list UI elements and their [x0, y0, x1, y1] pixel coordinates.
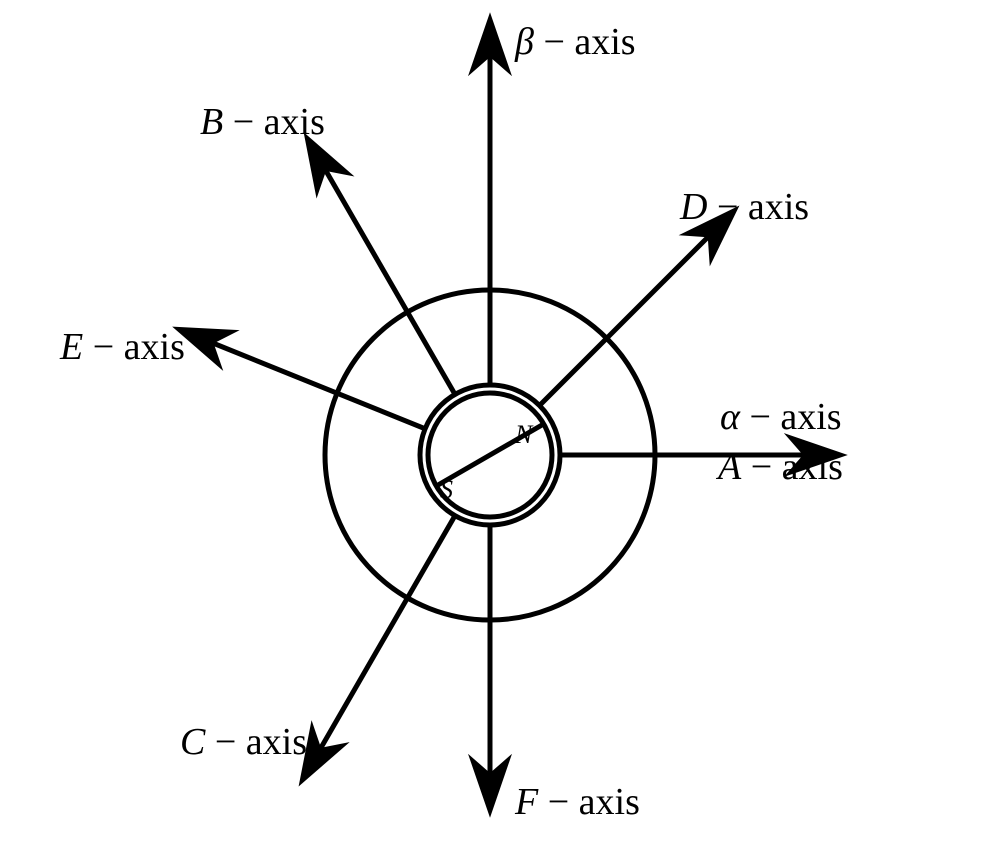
axis-label-beta: β − axis	[515, 20, 636, 64]
axis-diagram: α − axis A − axis D − axis β − axis B − axis…	[0, 0, 1004, 844]
axis-label-A: A − axis	[718, 445, 843, 489]
rotor-label-N: N	[515, 420, 532, 450]
diagram-svg	[0, 0, 1004, 844]
axis-label-alpha: α − axis	[720, 395, 842, 439]
axis-label-E: E − axis	[60, 325, 185, 369]
axis-label-F: F − axis	[515, 780, 640, 824]
axis-label-B: B − axis	[200, 100, 325, 144]
axis-label-C: C − axis	[180, 720, 307, 764]
rotor-label-S: S	[440, 475, 453, 505]
axis-label-D: D − axis	[680, 185, 809, 229]
